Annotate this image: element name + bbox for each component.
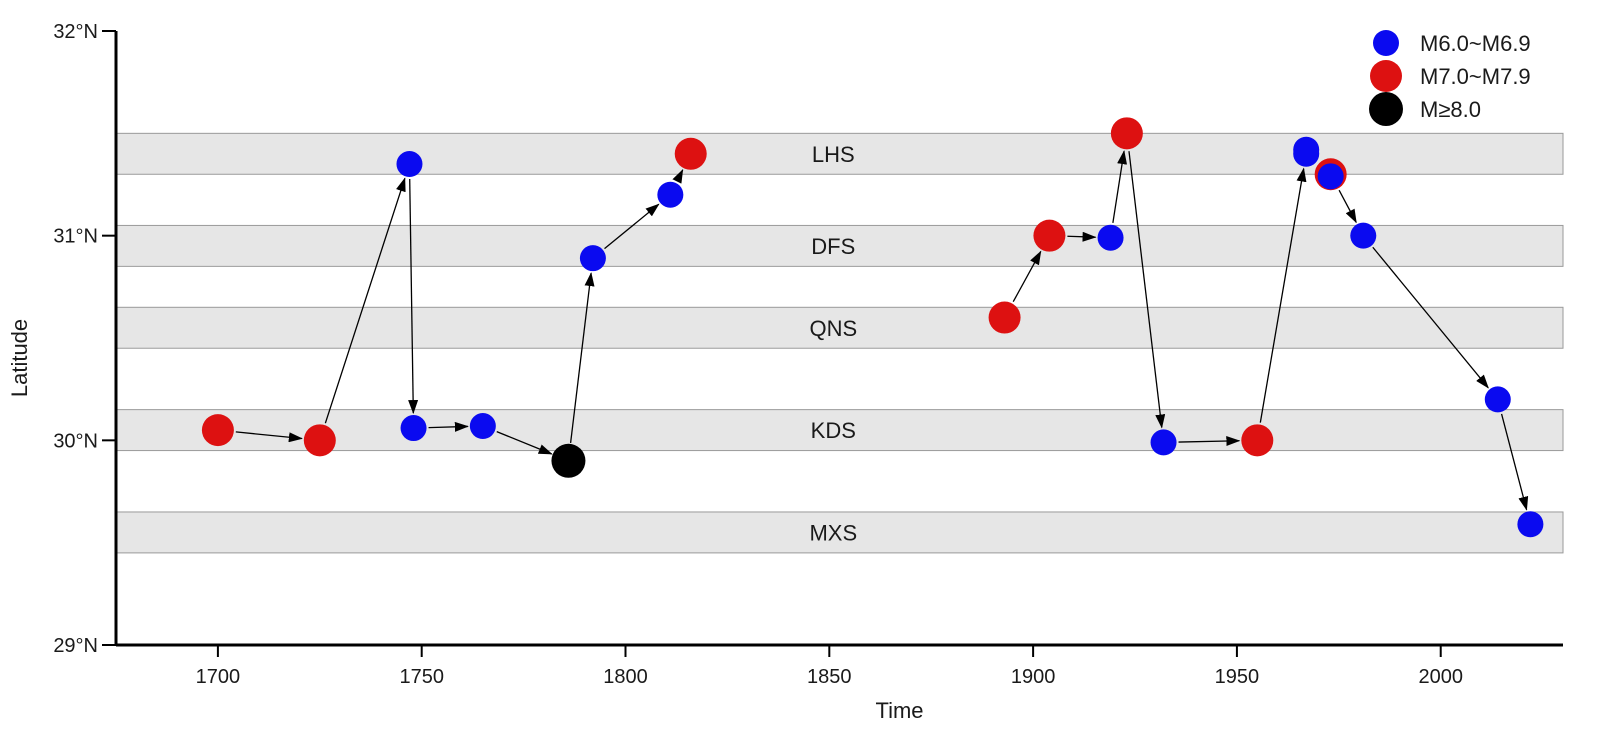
earthquake-point-m6 xyxy=(1350,222,1377,249)
migration-arrow xyxy=(1259,167,1307,423)
x-tick-label: 1800 xyxy=(603,666,648,688)
earthquake-point-m6 xyxy=(1517,511,1544,538)
migration-arrow xyxy=(1128,151,1166,429)
migration-arrow xyxy=(1178,436,1241,447)
band-label-lhs: LHS xyxy=(812,142,855,167)
migration-arrow xyxy=(569,272,595,444)
earthquake-point-m7 xyxy=(1033,219,1066,252)
legend-marker-m8 xyxy=(1369,92,1403,126)
band-label-qns: QNS xyxy=(809,316,857,341)
legend-marker-m7 xyxy=(1370,60,1402,92)
band-label-dfs: DFS xyxy=(811,234,855,259)
earthquake-point-m6 xyxy=(400,415,427,442)
x-tick-label: 1700 xyxy=(196,666,241,688)
band-label-mxs: MXS xyxy=(809,520,857,545)
earthquake-point-m6 xyxy=(1293,136,1320,163)
y-tick-label: 30°N xyxy=(53,430,98,452)
legend-label-m7: M7.0~M7.9 xyxy=(1420,64,1531,89)
earthquake-point-m6 xyxy=(396,151,423,178)
earthquake-point-m6 xyxy=(1150,429,1177,456)
band-label-kds: KDS xyxy=(811,418,856,443)
band-mxs xyxy=(115,511,1564,554)
x-tick-label: 1950 xyxy=(1215,666,1260,688)
legend-label-m8: M≥8.0 xyxy=(1420,97,1481,122)
migration-arrow xyxy=(324,177,406,424)
migration-arrow xyxy=(1112,150,1128,223)
x-tick-label: 1850 xyxy=(807,666,852,688)
earthquake-point-m7 xyxy=(1110,117,1143,150)
y-axis-title: Latitude xyxy=(7,319,32,397)
fault-bands: LHS DFS QNS KDS MXS xyxy=(115,132,1564,554)
earthquake-point-m6 xyxy=(579,245,606,272)
earthquake-point-m7 xyxy=(988,301,1021,334)
legend-label-m6: M6.0~M6.9 xyxy=(1420,31,1531,56)
earthquake-point-m7 xyxy=(303,424,336,457)
migration-arrow xyxy=(672,169,684,184)
y-tick-label: 31°N xyxy=(53,226,98,248)
y-tick-label: 29°N xyxy=(53,635,98,657)
migration-arrow xyxy=(235,431,303,443)
x-tick-label: 1900 xyxy=(1011,666,1056,688)
earthquake-point-m7 xyxy=(201,414,234,447)
migration-arrow xyxy=(1500,413,1529,511)
earthquake-point-m6 xyxy=(1097,224,1124,251)
earthquake-point-m6 xyxy=(657,181,684,208)
migration-arrow xyxy=(1338,189,1357,224)
band-dfs xyxy=(115,224,1564,267)
migration-arrow xyxy=(604,203,660,250)
migration-arrows xyxy=(235,150,1529,511)
x-tick-label: 2000 xyxy=(1418,666,1463,688)
earthquake-point-m6 xyxy=(1484,386,1511,413)
migration-arrow xyxy=(428,421,469,432)
migration-arrow xyxy=(1012,250,1042,303)
band-kds xyxy=(115,409,1564,452)
earthquake-point-m8 xyxy=(551,443,586,478)
axes: 1700 1750 1800 1850 1900 1950 2000 29°N 30°N 31°N… xyxy=(7,21,1563,723)
x-axis-title: Time xyxy=(875,698,923,723)
migration-arrow xyxy=(496,431,553,455)
legend-marker-m6 xyxy=(1373,30,1399,56)
earthquake-points xyxy=(201,117,1544,538)
band-qns xyxy=(115,306,1564,349)
migration-arrow xyxy=(408,179,419,415)
earthquake-point-m7 xyxy=(674,137,707,170)
y-tick-label: 32°N xyxy=(53,21,98,43)
legend: M6.0~M6.9 M7.0~M7.9 M≥8.0 xyxy=(1369,30,1531,126)
earthquake-point-m7 xyxy=(1241,424,1274,457)
migration-arrow xyxy=(1067,231,1097,242)
earthquake-point-m6 xyxy=(1317,163,1344,190)
migration-arrow xyxy=(1372,246,1489,389)
earthquake-point-m6 xyxy=(469,413,496,440)
x-tick-label: 1750 xyxy=(399,666,444,688)
